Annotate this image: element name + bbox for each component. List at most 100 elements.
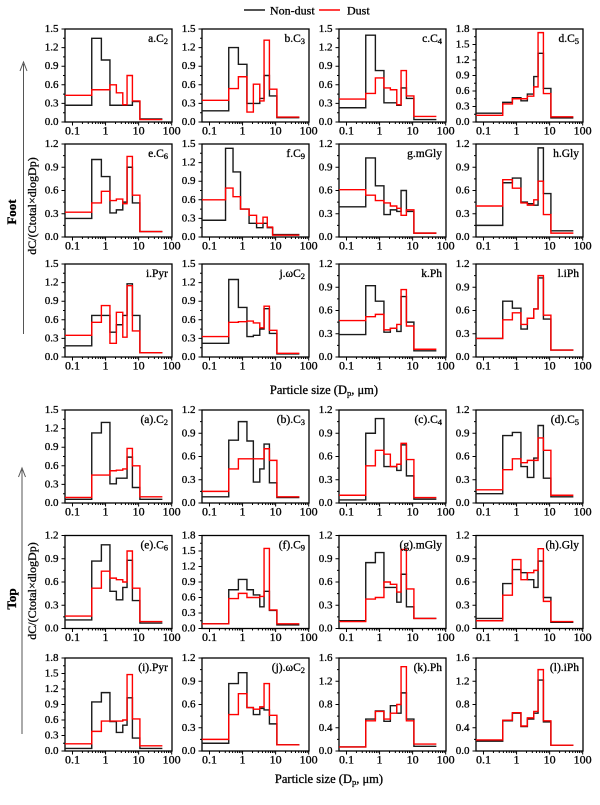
- svg-text:0.6: 0.6: [182, 314, 196, 326]
- svg-text:0.9: 0.9: [182, 60, 196, 72]
- svg-text:1.6: 1.6: [319, 652, 333, 664]
- svg-text:1.2: 1.2: [319, 404, 333, 416]
- svg-text:1.2: 1.2: [182, 404, 196, 416]
- svg-text:1.5: 1.5: [45, 404, 59, 416]
- svg-text:1: 1: [103, 753, 109, 767]
- svg-text:100: 100: [163, 124, 181, 138]
- svg-text:1.2: 1.2: [456, 675, 470, 687]
- svg-text:10: 10: [544, 630, 556, 644]
- svg-text:1: 1: [103, 124, 109, 138]
- svg-text:0.9: 0.9: [45, 553, 59, 565]
- svg-text:1.2: 1.2: [45, 277, 59, 289]
- svg-text:0.9: 0.9: [456, 553, 470, 565]
- svg-text:0.9: 0.9: [45, 60, 59, 72]
- svg-text:0.1: 0.1: [476, 124, 491, 138]
- svg-text:10: 10: [270, 359, 282, 373]
- svg-text:0.3: 0.3: [319, 599, 333, 611]
- svg-text:1.2: 1.2: [456, 404, 470, 416]
- svg-text:1.5: 1.5: [456, 39, 470, 51]
- svg-text:1: 1: [103, 239, 109, 253]
- svg-text:1.8: 1.8: [45, 652, 59, 664]
- svg-text:0.1: 0.1: [65, 505, 80, 519]
- svg-text:0.9: 0.9: [182, 427, 196, 439]
- svg-text:1.2: 1.2: [319, 258, 333, 270]
- svg-text:d.C5: d.C5: [558, 33, 579, 46]
- svg-text:0.9: 0.9: [182, 175, 196, 187]
- svg-text:1: 1: [377, 239, 383, 253]
- svg-text:0.6: 0.6: [182, 592, 196, 604]
- svg-text:dC/(Ctotal×dlogDp): dC/(Ctotal×dlogDp): [25, 157, 39, 254]
- svg-text:0.0: 0.0: [182, 623, 196, 635]
- svg-text:1: 1: [103, 359, 109, 373]
- svg-text:0.1: 0.1: [202, 359, 217, 373]
- svg-text:10: 10: [407, 630, 419, 644]
- svg-text:0.3: 0.3: [319, 328, 333, 340]
- svg-text:100: 100: [574, 630, 592, 644]
- svg-text:1.2: 1.2: [182, 561, 196, 573]
- svg-text:100: 100: [574, 124, 592, 138]
- svg-text:1.2: 1.2: [182, 277, 196, 289]
- svg-text:j.ωC2: j.ωC2: [278, 268, 305, 281]
- svg-text:1.5: 1.5: [182, 23, 196, 35]
- svg-text:10: 10: [270, 505, 282, 519]
- svg-text:1.8: 1.8: [182, 530, 196, 542]
- svg-text:h.Gly: h.Gly: [553, 148, 579, 160]
- svg-text:0.3: 0.3: [182, 212, 196, 224]
- svg-text:l.iPh: l.iPh: [558, 268, 580, 280]
- svg-text:10: 10: [133, 239, 145, 253]
- svg-text:0.0: 0.0: [319, 497, 333, 509]
- svg-text:10: 10: [133, 753, 145, 767]
- svg-text:(a).C2: (a).C2: [140, 414, 168, 427]
- svg-text:0.0: 0.0: [319, 745, 333, 757]
- svg-text:100: 100: [163, 753, 181, 767]
- svg-text:(f).C9: (f).C9: [279, 540, 305, 553]
- svg-text:10: 10: [407, 359, 419, 373]
- svg-text:0.8: 0.8: [456, 699, 470, 711]
- svg-text:dC/(Ctotal×dlogDp): dC/(Ctotal×dlogDp): [25, 542, 39, 639]
- svg-text:1: 1: [240, 505, 246, 519]
- svg-text:0.3: 0.3: [45, 730, 59, 742]
- svg-text:100: 100: [300, 630, 318, 644]
- svg-text:1.5: 1.5: [45, 23, 59, 35]
- svg-text:10: 10: [544, 124, 556, 138]
- svg-text:100: 100: [163, 630, 181, 644]
- svg-text:(c).C4: (c).C4: [414, 414, 442, 427]
- svg-text:1: 1: [514, 630, 520, 644]
- svg-text:1.2: 1.2: [456, 138, 470, 150]
- svg-text:100: 100: [574, 505, 592, 519]
- svg-text:0.6: 0.6: [182, 194, 196, 206]
- svg-text:1: 1: [377, 505, 383, 519]
- svg-text:10: 10: [133, 124, 145, 138]
- svg-text:f.C9: f.C9: [286, 148, 305, 161]
- svg-text:0.6: 0.6: [456, 576, 470, 588]
- svg-text:0.3: 0.3: [456, 328, 470, 340]
- svg-text:0.3: 0.3: [182, 607, 196, 619]
- svg-text:10: 10: [270, 630, 282, 644]
- svg-text:1: 1: [514, 753, 520, 767]
- svg-text:c.C4: c.C4: [422, 33, 443, 46]
- svg-text:0.3: 0.3: [45, 208, 59, 220]
- svg-text:0.9: 0.9: [456, 70, 470, 82]
- svg-text:0.1: 0.1: [339, 630, 354, 644]
- svg-text:0.9: 0.9: [319, 281, 333, 293]
- svg-text:k.Ph: k.Ph: [421, 268, 442, 280]
- svg-text:0.1: 0.1: [339, 753, 354, 767]
- svg-text:0.9: 0.9: [182, 675, 196, 687]
- svg-text:0.1: 0.1: [202, 124, 217, 138]
- svg-text:0.6: 0.6: [456, 451, 470, 463]
- svg-text:0.4: 0.4: [319, 722, 333, 734]
- svg-text:1.8: 1.8: [456, 23, 470, 35]
- svg-text:1.2: 1.2: [45, 683, 59, 695]
- svg-text:0.6: 0.6: [45, 314, 59, 326]
- svg-text:1: 1: [103, 505, 109, 519]
- svg-text:100: 100: [437, 239, 455, 253]
- svg-text:1.2: 1.2: [319, 530, 333, 542]
- svg-text:b.C3: b.C3: [284, 33, 305, 46]
- svg-text:100: 100: [300, 753, 318, 767]
- svg-text:10: 10: [407, 124, 419, 138]
- svg-text:10: 10: [133, 505, 145, 519]
- svg-text:0.9: 0.9: [182, 295, 196, 307]
- svg-text:0.9: 0.9: [456, 161, 470, 173]
- svg-text:1.5: 1.5: [319, 23, 333, 35]
- svg-text:10: 10: [544, 505, 556, 519]
